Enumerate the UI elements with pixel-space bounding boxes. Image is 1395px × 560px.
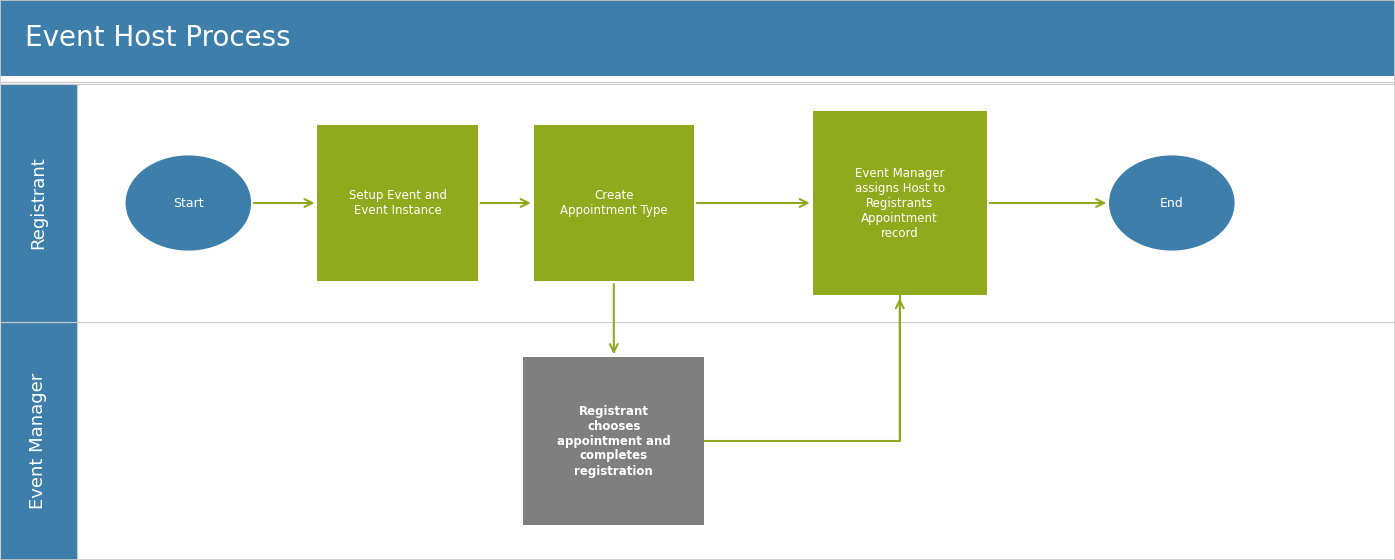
FancyBboxPatch shape bbox=[523, 357, 704, 525]
FancyBboxPatch shape bbox=[77, 84, 1395, 322]
Text: Event Host Process: Event Host Process bbox=[25, 24, 290, 52]
Text: Start: Start bbox=[173, 197, 204, 209]
Text: Create
Appointment Type: Create Appointment Type bbox=[559, 189, 668, 217]
Text: Setup Event and
Event Instance: Setup Event and Event Instance bbox=[349, 189, 446, 217]
FancyBboxPatch shape bbox=[77, 322, 1395, 560]
Ellipse shape bbox=[1109, 156, 1235, 251]
Text: Registrant: Registrant bbox=[29, 157, 47, 249]
FancyBboxPatch shape bbox=[0, 84, 77, 322]
Text: Event Manager
assigns Host to
Registrants
Appointment
record: Event Manager assigns Host to Registrant… bbox=[855, 166, 944, 240]
FancyBboxPatch shape bbox=[812, 111, 988, 296]
Text: Registrant
chooses
appointment and
completes
registration: Registrant chooses appointment and compl… bbox=[557, 404, 671, 478]
FancyBboxPatch shape bbox=[0, 0, 1395, 76]
FancyBboxPatch shape bbox=[0, 322, 77, 560]
FancyBboxPatch shape bbox=[317, 125, 477, 282]
Ellipse shape bbox=[126, 156, 251, 251]
Text: End: End bbox=[1159, 197, 1184, 209]
FancyBboxPatch shape bbox=[533, 125, 695, 282]
Text: Event Manager: Event Manager bbox=[29, 373, 47, 509]
